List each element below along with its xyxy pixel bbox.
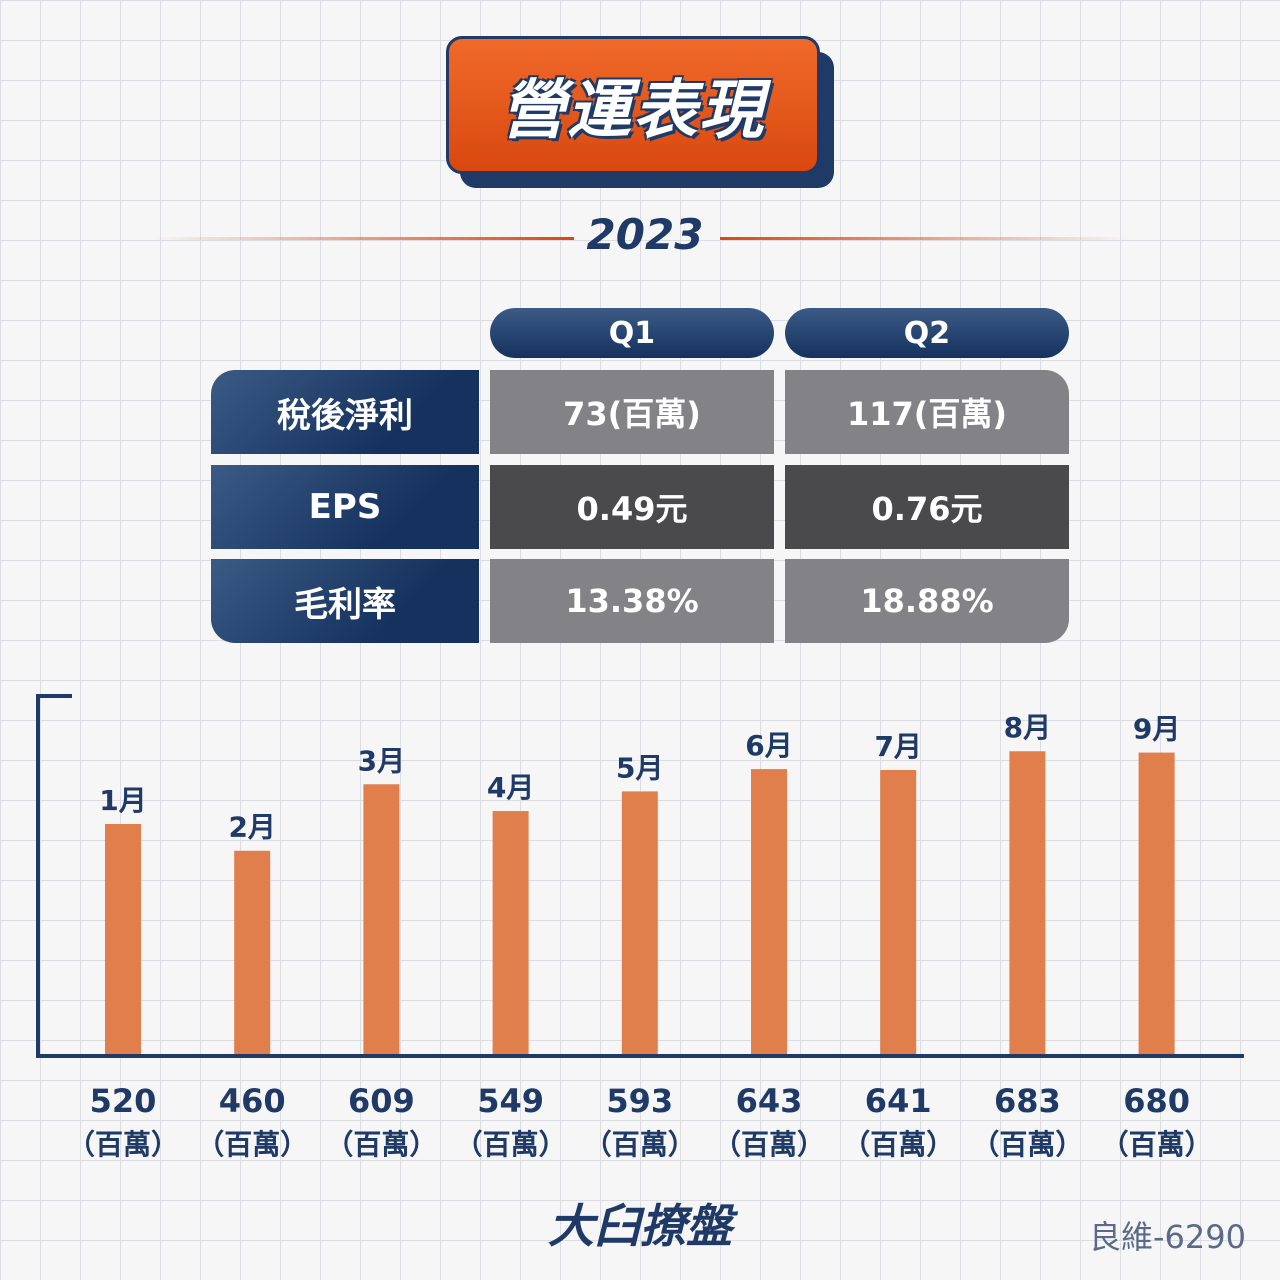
chart-axis	[36, 694, 1244, 1058]
quarter-header-q1: Q1	[490, 308, 774, 358]
bar-unit-label: （百萬）	[1101, 1128, 1213, 1161]
bar-unit-label: （百萬）	[842, 1128, 954, 1161]
bar-6	[751, 769, 787, 1056]
bar-2	[234, 850, 271, 1056]
bar-9	[1138, 752, 1175, 1056]
title-banner: 營運表現	[446, 36, 834, 188]
bar-month-label: 2月	[228, 811, 275, 844]
stock-id-label: 良維-6290	[1089, 1218, 1246, 1256]
title-banner-box: 營運表現	[446, 36, 820, 174]
bar-month-label: 4月	[487, 771, 534, 804]
bar-3	[363, 784, 400, 1056]
bar-value-label: 549	[477, 1082, 544, 1120]
bar-month-label: 7月	[874, 730, 921, 763]
bar-unit-label: （百萬）	[196, 1128, 308, 1161]
cell-gross-margin-q1: 13.38%	[490, 559, 774, 643]
bar-unit-label: （百萬）	[713, 1128, 825, 1161]
year-label: 2023	[586, 210, 704, 259]
bar-value-label: 643	[736, 1082, 803, 1120]
brand-logo: 大臼撩盤	[548, 1199, 732, 1253]
bar-5	[621, 791, 658, 1056]
bar-unit-label: （百萬）	[971, 1128, 1083, 1161]
bar-unit-label: （百萬）	[325, 1128, 437, 1161]
cell-eps-q2: 0.76元	[785, 465, 1069, 549]
bar-value-label: 460	[219, 1082, 286, 1120]
bar-value-label: 680	[1123, 1082, 1190, 1120]
year-divider-right	[720, 237, 1130, 240]
bar-unit-label: （百萬）	[67, 1128, 179, 1161]
bar-8	[1009, 751, 1046, 1056]
bar-value-label: 683	[994, 1082, 1061, 1120]
monthly-revenue-chart: 1月 520 （百萬） 2月 460 （百萬） 3月 609 （百萬） 4月 549 （百萬） 5月 59…	[36, 694, 1244, 1161]
cell-eps-q1: 0.49元	[490, 465, 774, 549]
quarter-header-q2: Q2	[785, 308, 1069, 358]
bar-4	[492, 811, 529, 1056]
year-divider-left	[150, 237, 574, 240]
row-label-eps: EPS	[211, 465, 479, 549]
row-label-net-income: 稅後淨利	[211, 370, 479, 454]
bar-1	[105, 823, 141, 1056]
cell-net-income-q1: 73(百萬)	[490, 370, 774, 454]
cell-net-income-q2: 117(百萬)	[785, 370, 1069, 454]
bar-value-label: 520	[90, 1082, 157, 1120]
bar-month-label: 3月	[358, 744, 405, 777]
bar-month-label: 8月	[1004, 711, 1051, 744]
bar-value-label: 593	[606, 1082, 673, 1120]
cell-gross-margin-q2: 18.88%	[785, 559, 1069, 643]
bar-month-label: 6月	[745, 729, 792, 762]
bar-unit-label: （百萬）	[455, 1128, 567, 1161]
bar-month-label: 1月	[99, 784, 146, 817]
bar-month-label: 9月	[1133, 713, 1180, 746]
bar-value-label: 641	[865, 1082, 932, 1120]
bar-month-label: 5月	[616, 751, 663, 784]
bar-unit-label: （百萬）	[584, 1128, 696, 1161]
year-row: 2023	[150, 210, 1130, 266]
page-title: 營運表現	[501, 74, 765, 148]
row-label-gross-margin: 毛利率	[211, 559, 479, 643]
bar-value-label: 609	[348, 1082, 415, 1120]
bar-7	[880, 769, 917, 1056]
